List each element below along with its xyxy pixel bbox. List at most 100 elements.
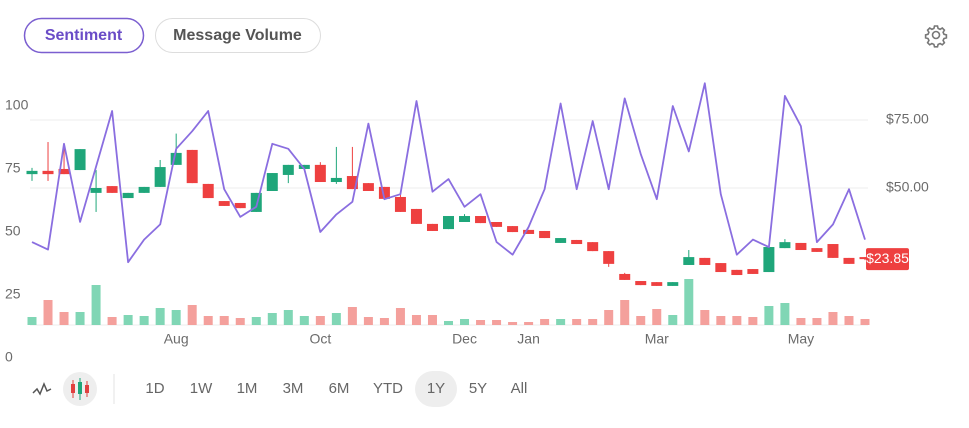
- y-tick-label: 25: [5, 286, 21, 302]
- volume-bar: [59, 312, 69, 325]
- volume-bar: [780, 303, 790, 325]
- candle-body: [619, 273, 631, 280]
- candle-body: [234, 202, 246, 209]
- candle-body: [170, 152, 182, 165]
- candle-body: [106, 186, 118, 193]
- icon-body: [85, 385, 89, 393]
- volume-bar: [748, 317, 758, 325]
- candle-body: [731, 269, 743, 276]
- candle-body: [282, 164, 294, 175]
- volume-bar: [315, 316, 325, 325]
- candle-body: [266, 173, 278, 191]
- volume-bar: [187, 305, 197, 325]
- volume-bar: [27, 317, 37, 325]
- volume-bar: [828, 312, 838, 325]
- candle-body: [523, 229, 535, 234]
- y2-tick-label: $50.00: [886, 179, 929, 195]
- line-icon: [32, 382, 52, 396]
- candle-body: [250, 192, 262, 212]
- x-tick-label: Aug: [164, 331, 189, 347]
- volume-bar: [732, 316, 742, 325]
- candle-body: [330, 177, 342, 183]
- volume-bar: [508, 322, 518, 325]
- candle-body: [362, 183, 374, 191]
- range-button[interactable]: YTD: [373, 380, 403, 397]
- volume-bar: [267, 313, 277, 325]
- x-tick-label: May: [788, 331, 814, 347]
- candle-body: [699, 257, 711, 265]
- volume-bar: [203, 316, 213, 325]
- volume-bar: [411, 315, 421, 325]
- tab-label: Sentiment: [45, 27, 123, 44]
- range-button[interactable]: 1M: [237, 380, 258, 397]
- candle-body: [715, 263, 727, 273]
- candle-body: [635, 281, 647, 286]
- candle-body: [138, 186, 150, 193]
- candle-body: [475, 216, 487, 224]
- tab-button[interactable]: [23, 17, 145, 54]
- candle-body: [491, 222, 503, 227]
- candle-body: [426, 223, 438, 231]
- range-button[interactable]: 1D: [145, 380, 164, 397]
- volume-bar: [235, 318, 245, 325]
- icon-body: [71, 384, 75, 393]
- volume-bar: [460, 319, 470, 325]
- candle-body: [843, 257, 855, 264]
- volume-bar: [75, 312, 85, 325]
- candle-body: [394, 196, 406, 212]
- y-tick-label: 75: [5, 160, 21, 176]
- y2-tick-label: $75.00: [886, 111, 929, 127]
- candle-body: [683, 257, 695, 265]
- volume-bar: [155, 308, 165, 325]
- volume-bar: [91, 285, 101, 325]
- candle-body: [747, 269, 759, 274]
- candle-body: [218, 201, 230, 206]
- gear-center: [931, 30, 941, 40]
- volume-bar: [684, 279, 694, 325]
- candle-body: [603, 251, 615, 264]
- gear-outline: [924, 25, 948, 48]
- candle-body: [651, 282, 663, 286]
- candle-icon: [71, 378, 89, 400]
- volume-bar: [620, 300, 630, 325]
- volume-bar: [123, 315, 133, 325]
- price-tag-label: $23.85: [866, 250, 909, 266]
- candle-body: [827, 244, 839, 258]
- volume-bar: [556, 319, 566, 325]
- candle-body: [795, 242, 807, 251]
- candle-body: [443, 216, 454, 230]
- volume-bar: [363, 317, 373, 325]
- y-tick-label: 100: [5, 97, 29, 113]
- candle-body: [859, 257, 871, 260]
- range-button[interactable]: All: [511, 380, 528, 397]
- candle-body: [74, 149, 86, 171]
- volume-bar: [476, 320, 486, 325]
- x-tick-label: Mar: [645, 331, 669, 347]
- volume-bar: [299, 316, 309, 325]
- range-button[interactable]: 5Y: [469, 380, 487, 397]
- tab-button[interactable]: [155, 18, 321, 53]
- volume-bar: [668, 315, 678, 325]
- settings-icon[interactable]: [924, 25, 948, 48]
- candle-body: [555, 238, 567, 243]
- candle-body: [378, 186, 390, 199]
- volume-bar: [107, 317, 117, 325]
- volume-bar: [492, 320, 502, 325]
- volume-bar: [524, 322, 534, 325]
- range-button[interactable]: 1W: [190, 380, 213, 397]
- line-chart-icon[interactable]: [32, 382, 52, 396]
- x-tick-label: Dec: [452, 331, 477, 347]
- volume-bar: [43, 300, 53, 325]
- range-button[interactable]: 1Y: [427, 380, 445, 397]
- range-button[interactable]: 3M: [283, 380, 304, 397]
- y-tick-label: 0: [5, 349, 13, 365]
- volume-bar: [379, 318, 389, 325]
- volume-bar: [572, 319, 582, 325]
- range-button[interactable]: 6M: [329, 380, 350, 397]
- candle-body: [154, 167, 166, 187]
- volume-bar: [652, 309, 662, 325]
- volume-bar: [395, 308, 405, 325]
- candle-body: [298, 164, 310, 169]
- volume-bar: [700, 310, 710, 325]
